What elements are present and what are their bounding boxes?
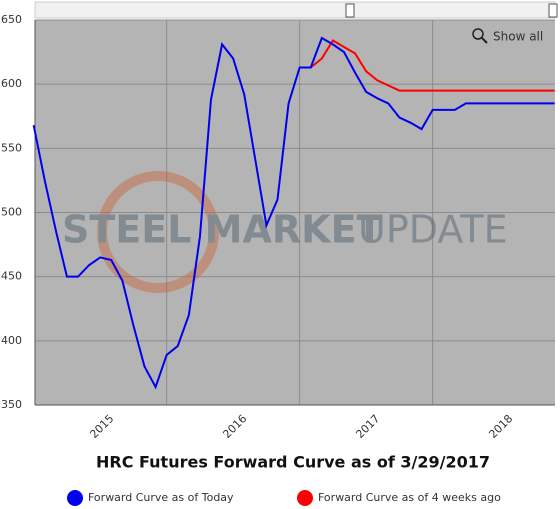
x-tick-label: 2017	[353, 412, 382, 441]
zoom-icon	[472, 28, 484, 40]
y-tick-label: 650	[1, 13, 22, 26]
series-line	[32, 36, 555, 390]
y-tick-label: 350	[1, 398, 22, 411]
navigator[interactable]	[34, 1, 556, 19]
legend-marker	[67, 490, 83, 506]
legend-label: Forward Curve as of Today	[88, 491, 234, 504]
series-line	[310, 39, 555, 92]
navigator-handle[interactable]	[548, 3, 558, 18]
navigator-handle[interactable]	[345, 3, 355, 18]
legend-marker	[297, 490, 313, 506]
watermark-text: STEEL MARKET	[62, 208, 383, 252]
zoom-icon	[481, 37, 488, 44]
button-label[interactable]: Show all	[493, 30, 543, 44]
watermark-text: UPDATE	[358, 208, 508, 252]
x-tick-label: 2018	[486, 412, 515, 441]
y-tick-label: 500	[1, 206, 22, 219]
chart-title: HRC Futures Forward Curve as of 3/29/201…	[96, 453, 490, 472]
show-all-button[interactable]: Show all	[472, 28, 543, 44]
y-tick-label: 600	[1, 77, 22, 90]
x-tick-label: 2016	[220, 412, 249, 441]
y-tick-label: 450	[1, 270, 22, 283]
legend-label: Forward Curve as of 4 weeks ago	[318, 491, 501, 504]
y-tick-label: 550	[1, 141, 22, 154]
x-tick-label: 2015	[87, 412, 116, 441]
watermark-logo	[97, 171, 219, 293]
y-tick-label: 400	[1, 334, 22, 347]
